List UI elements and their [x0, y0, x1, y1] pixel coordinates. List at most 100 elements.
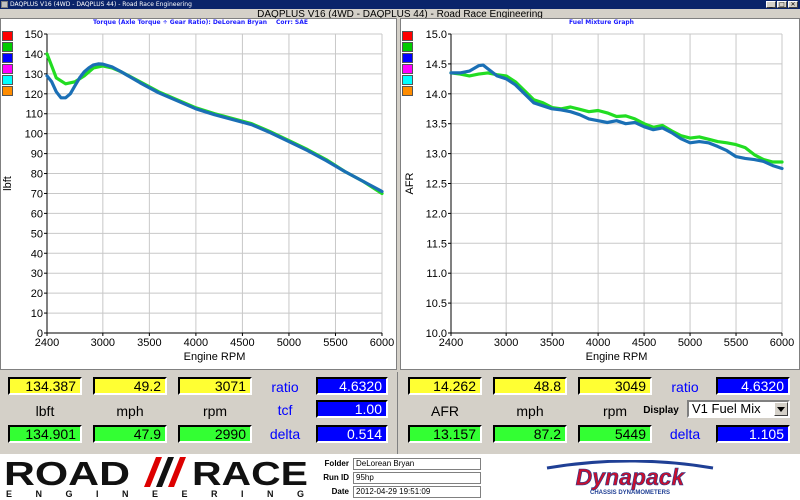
road-race-engineering-logo: ROAD RACE ENGINEERING [4, 456, 308, 498]
rpm-value-b: 2990 [178, 425, 252, 443]
y-tick-label: 12.5 [426, 179, 447, 191]
series-swatch-orange[interactable] [402, 86, 413, 96]
y-tick-label: 50 [31, 228, 43, 240]
series-swatch-orange[interactable] [2, 86, 13, 96]
run-id-field: 95hp [353, 472, 481, 484]
speed-value-b: 47.9 [93, 425, 167, 443]
dynapack-logo: Dynapack CHASSIS DYNAMOMETERS [546, 460, 714, 496]
y-tick-label: 12.0 [426, 208, 447, 220]
folder-field: DeLorean Bryan [353, 458, 481, 470]
y-tick-label: 90 [31, 149, 43, 161]
chevron-down-icon[interactable] [774, 402, 788, 416]
x-axis-label: Engine RPM [586, 351, 648, 363]
x-tick-label: 2400 [439, 337, 463, 349]
y-tick-label: 11.0 [426, 268, 447, 280]
speed-unit-label: mph [116, 403, 144, 419]
y-tick-label: 11.5 [426, 238, 447, 250]
x-tick-label: 3000 [494, 337, 518, 349]
y-tick-label: 15.0 [426, 29, 447, 41]
x-tick-label: 4500 [230, 337, 254, 349]
app-icon[interactable] [1, 1, 8, 8]
display-select[interactable]: V1 Fuel Mix [687, 400, 790, 418]
window-title: DAQPLUS V16 (4WD - DAQPLUS 44) - Road Ra… [10, 1, 192, 8]
x-tick-label: 4500 [632, 337, 656, 349]
speed-value-a: 49.2 [93, 377, 167, 395]
y-tick-label: 130 [25, 69, 43, 81]
y-axis-label: lbft [2, 176, 14, 191]
delta-value: 0.514 [316, 425, 388, 443]
series-swatch-blue[interactable] [2, 53, 13, 63]
x-tick-label: 4000 [184, 337, 208, 349]
series-swatch-red[interactable] [402, 31, 413, 41]
footer-info-bar: ROAD RACE ENGINEERING Folder DeLorean Br… [0, 454, 800, 500]
series-swatch-blue[interactable] [402, 53, 413, 63]
ratio-label: ratio [271, 379, 299, 395]
window-titlebar: DAQPLUS V16 (4WD - DAQPLUS 44) - Road Ra… [0, 0, 800, 9]
ratio-label: ratio [671, 379, 699, 395]
y-tick-label: 150 [25, 29, 43, 41]
series-swatch-red[interactable] [2, 31, 13, 41]
series-line-2 [45, 62, 384, 194]
afr-unit-label: AFR [431, 403, 459, 419]
y-tick-label: 120 [25, 89, 43, 101]
rpm-value-a: 3071 [178, 377, 252, 395]
afr-series-swatches [402, 31, 413, 97]
afr-chart: 2400 3000 3500 4000 4500 5000 5500 6000 10.0 10.5… [404, 29, 794, 363]
maximize-button[interactable]: □ [777, 1, 787, 8]
series-swatch-cyan[interactable] [2, 75, 13, 85]
series-swatch-green[interactable] [2, 42, 13, 52]
x-tick-label: 5000 [277, 337, 301, 349]
x-tick-label: 5000 [678, 337, 702, 349]
logo-slash-black [156, 457, 174, 487]
torque-series-swatches [2, 31, 13, 97]
afr-graph-title: Fuel Mixture Graph [569, 19, 634, 26]
torque-value-a: 134.387 [8, 377, 82, 395]
close-button[interactable]: ✕ [788, 1, 798, 8]
torque-graph-title: Torque (Axle Torque ÷ Gear Ratio): DeLor… [93, 19, 268, 26]
rpm-unit-label: rpm [602, 403, 628, 419]
delta-label: delta [669, 426, 701, 442]
date-field: 2012-04-29 19:51:09 [353, 486, 481, 498]
y-tick-label: 10 [31, 308, 43, 320]
delta-value: 1.105 [716, 425, 790, 443]
x-tick-label: 3000 [91, 337, 115, 349]
series-swatch-magenta[interactable] [2, 64, 13, 74]
logo-sub-engineering: ENGINEERING [6, 489, 304, 498]
logo-word-dynapack: Dynapack [576, 464, 686, 490]
y-tick-label: 110 [25, 109, 43, 121]
y-tick-label: 30 [31, 268, 43, 280]
y-tick-label: 13.0 [426, 149, 447, 161]
y-tick-label: 40 [31, 248, 43, 260]
series-swatch-green[interactable] [402, 42, 413, 52]
y-tick-label: 80 [31, 169, 43, 181]
series-swatch-cyan[interactable] [402, 75, 413, 85]
y-tick-label: 10.0 [426, 328, 447, 340]
afr-value-a: 14.262 [408, 377, 482, 395]
x-tick-label: 4000 [586, 337, 610, 349]
display-label: Display [643, 405, 679, 416]
x-axis-label: Engine RPM [184, 351, 246, 363]
x-tick-label: 6000 [770, 337, 794, 349]
y-tick-label: 60 [31, 208, 43, 220]
ratio-value: 4.6320 [716, 377, 790, 395]
torque-graph-panel: Torque (Axle Torque ÷ Gear Ratio): DeLor… [0, 18, 397, 370]
y-tick-label: 140 [25, 49, 43, 61]
main-title: DAQPLUS V16 (4WD - DAQPLUS 44) - Road Ra… [257, 9, 543, 20]
ratio-value: 4.6320 [316, 377, 388, 395]
y-tick-label: 10.5 [426, 298, 447, 310]
logo-slash-red [144, 457, 162, 487]
tcf-label: tcf [277, 402, 293, 418]
logo-swoosh [546, 460, 714, 470]
rpm-value-a: 3049 [578, 377, 652, 395]
afr-graph-panel: Fuel Mixture Graph 2400 3000 3500 4000 4500 5… [400, 18, 800, 370]
tcf-value: 1.00 [316, 400, 388, 418]
series-swatch-magenta[interactable] [402, 64, 413, 74]
logo-word-race: RACE [192, 456, 308, 492]
torque-chart: 2400 3000 3500 4000 4500 5000 5500 6000 0 10 20 30 4… [2, 29, 394, 363]
torque-readouts: 134.387 49.2 3071 lbft mph rpm 134.901 4… [0, 372, 398, 454]
afr-value-b: 13.157 [408, 425, 482, 443]
minimize-button[interactable]: _ [766, 1, 776, 8]
rpm-unit-label: rpm [202, 403, 228, 419]
series-line-1 [45, 52, 384, 196]
x-tick-label: 6000 [370, 337, 394, 349]
